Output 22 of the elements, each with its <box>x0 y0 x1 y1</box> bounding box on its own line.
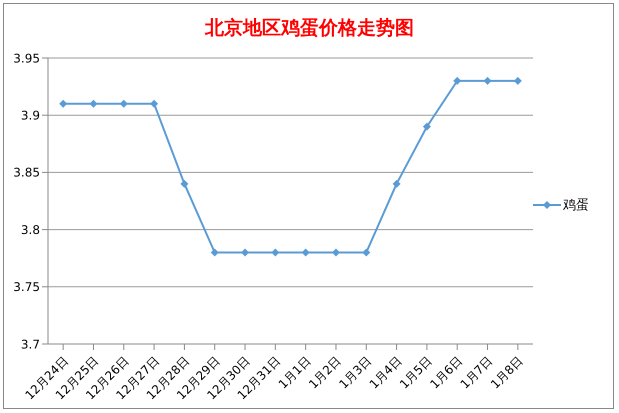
y-tick-label: 3.85 <box>13 166 40 180</box>
point <box>89 100 98 108</box>
point <box>453 76 462 85</box>
point <box>392 180 401 188</box>
y-tick-label: 3.95 <box>13 51 40 66</box>
point <box>422 122 431 131</box>
y-tick-label: 3.9 <box>20 108 40 122</box>
point <box>302 248 310 256</box>
chart-title: 北京地区鸡蛋价格走势图 <box>205 17 414 39</box>
point <box>210 248 219 256</box>
y-tick-label: 3.8 <box>20 222 40 237</box>
y-tick-label: 3.75 <box>13 280 40 294</box>
point <box>514 76 522 85</box>
point <box>180 180 188 188</box>
point <box>484 76 492 85</box>
y-tick-label: 3.7 <box>20 337 40 352</box>
point <box>362 248 370 256</box>
legend-label: 鸡蛋 <box>563 196 589 214</box>
point <box>150 100 158 108</box>
point <box>271 248 280 256</box>
point <box>120 100 128 108</box>
point <box>59 100 68 108</box>
